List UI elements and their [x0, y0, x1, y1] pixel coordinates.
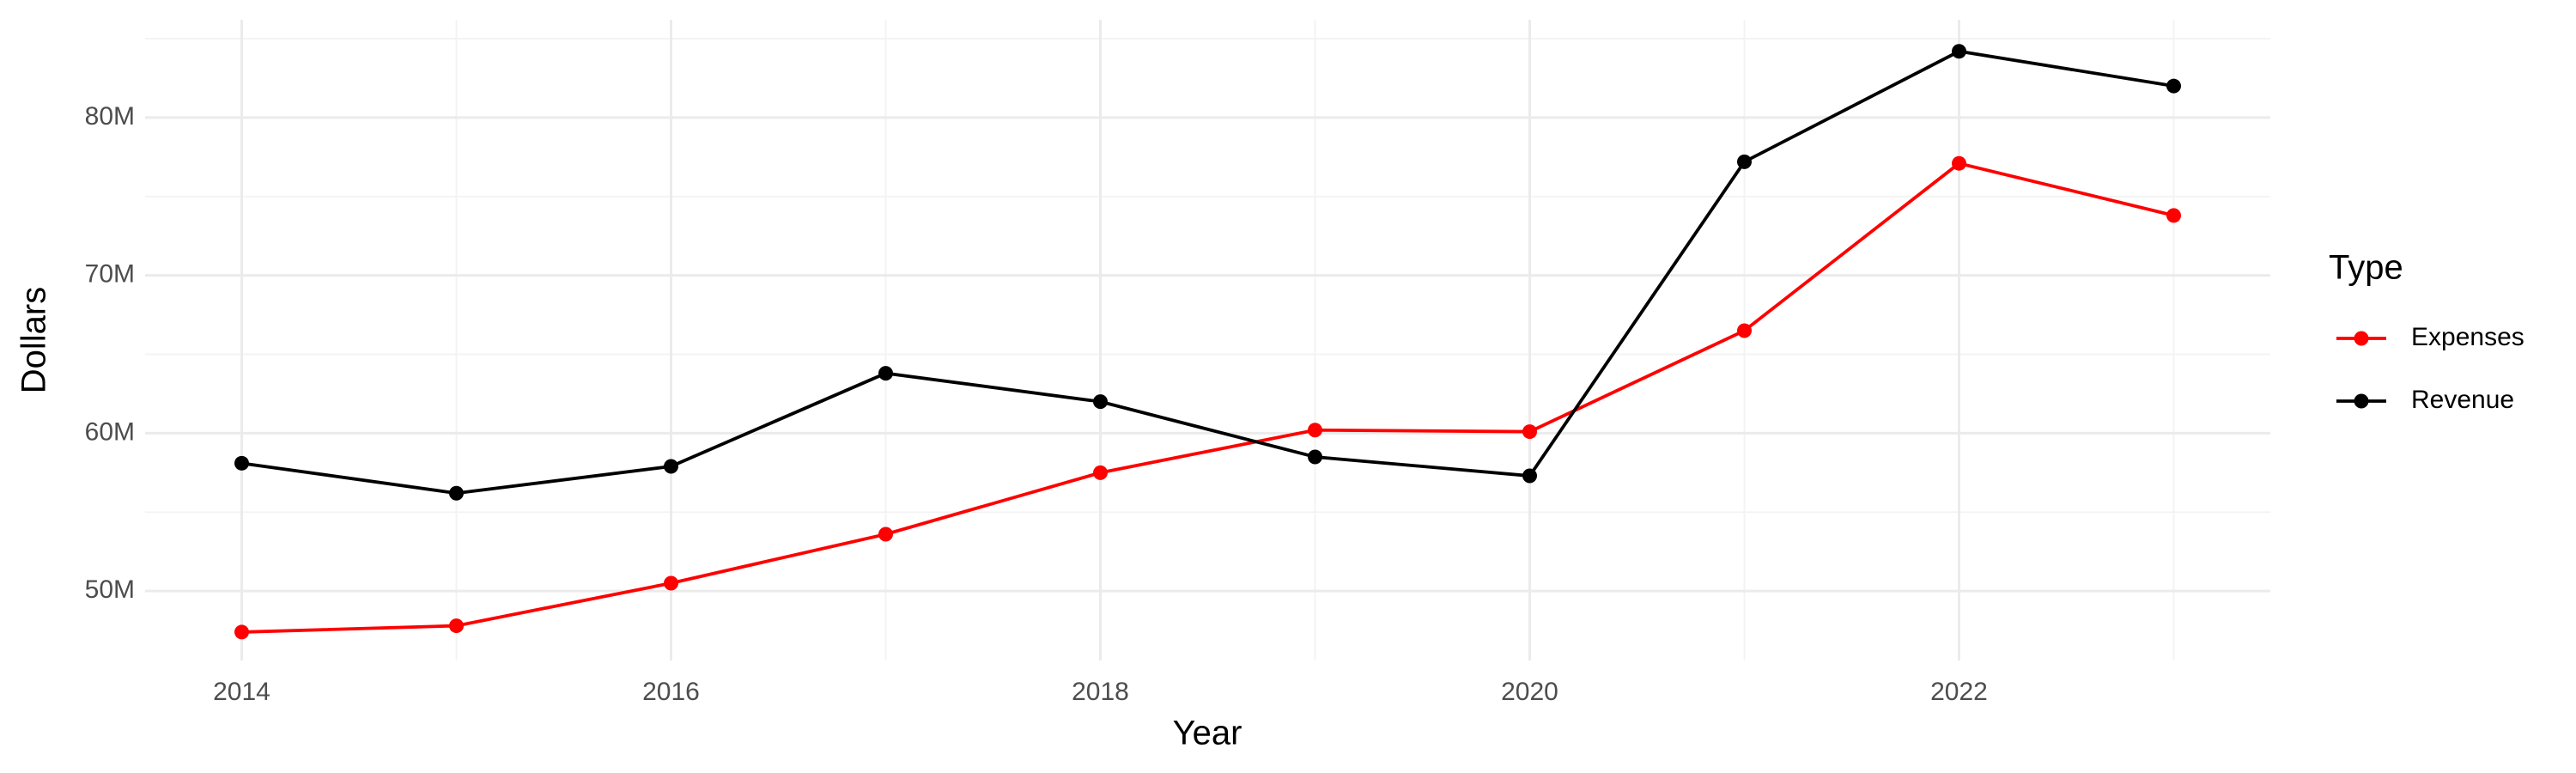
- x-tick-label: 2018: [1072, 678, 1129, 706]
- data-point: [449, 485, 464, 501]
- data-point: [234, 455, 249, 471]
- data-point: [234, 624, 249, 640]
- y-tick-label: 60M: [85, 417, 135, 446]
- data-point: [1522, 468, 1537, 484]
- data-point: [1093, 394, 1108, 410]
- data-point: [878, 366, 893, 381]
- series-line: [241, 161, 2174, 634]
- legend-label: Expenses: [2411, 323, 2524, 351]
- series-line: [241, 49, 2174, 496]
- x-axis-title: Year: [1173, 715, 1242, 752]
- data-point: [1952, 155, 1966, 171]
- data-point: [664, 459, 678, 474]
- data-point: [1308, 423, 1322, 438]
- legend-marker: [2354, 393, 2369, 409]
- data-point: [2166, 208, 2181, 223]
- data-point: [878, 526, 893, 542]
- x-tick-label: 2014: [213, 678, 270, 706]
- legend-label: Revenue: [2411, 386, 2514, 414]
- data-point: [1093, 465, 1108, 480]
- data-point: [664, 575, 678, 591]
- data-point: [2166, 78, 2181, 94]
- y-tick-label: 70M: [85, 260, 135, 289]
- data-point: [1737, 323, 1752, 338]
- data-point: [1737, 154, 1752, 169]
- legend-title: Type: [2329, 249, 2403, 287]
- data-point: [1308, 449, 1322, 465]
- data-point: [1522, 424, 1537, 440]
- x-tick-label: 2016: [642, 678, 700, 706]
- x-tick-label: 2020: [1501, 678, 1558, 706]
- y-tick-label: 50M: [85, 575, 135, 604]
- data-point: [1952, 44, 1966, 59]
- legend-marker: [2354, 331, 2369, 346]
- y-axis-title: Dollars: [15, 287, 53, 393]
- x-tick-label: 2022: [1930, 678, 1988, 706]
- y-tick-label: 80M: [85, 102, 135, 131]
- data-point: [449, 618, 464, 634]
